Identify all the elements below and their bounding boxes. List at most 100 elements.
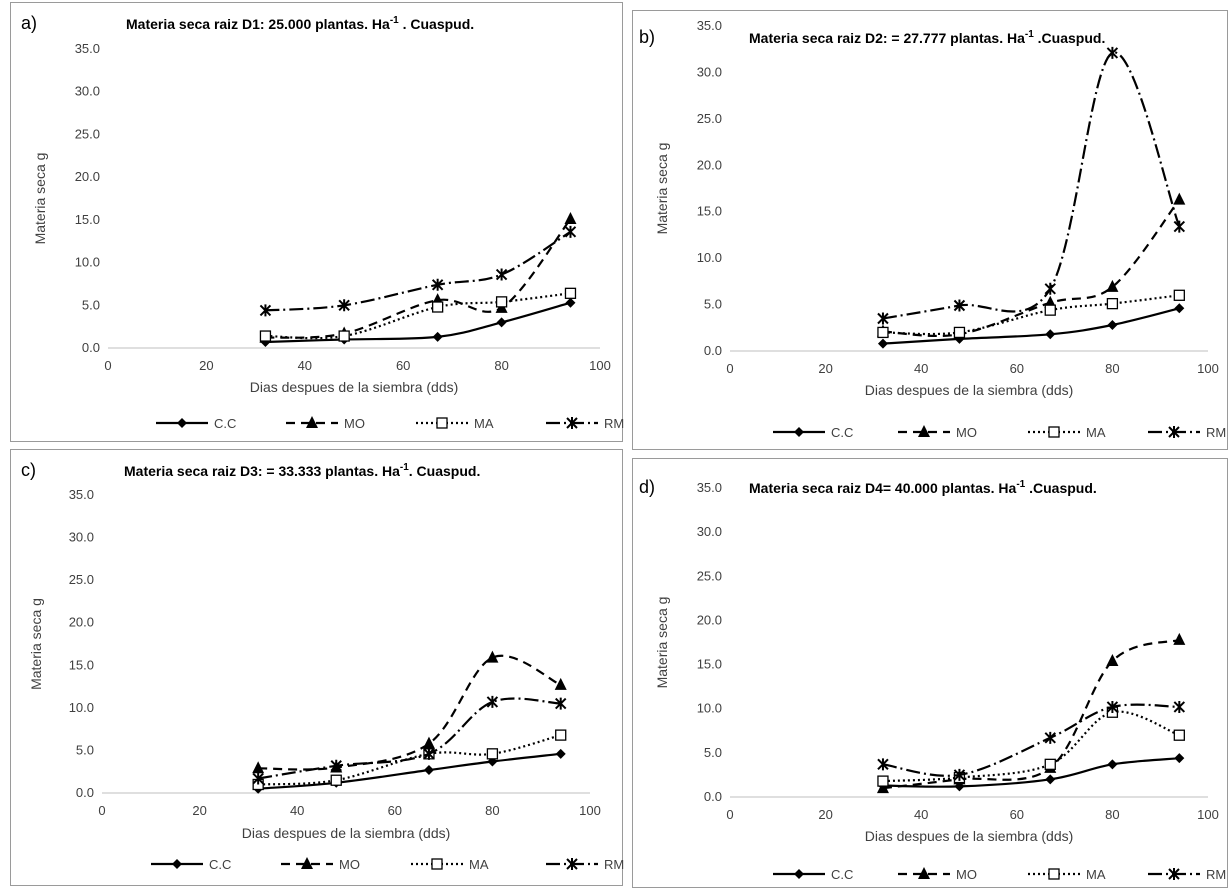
legend-entry-ma: MA bbox=[1028, 425, 1106, 440]
x-axis-label: Dias despues de la siembra (dds) bbox=[865, 382, 1074, 398]
chart-panel-a: a) Materia seca raiz D1: 25.000 plantas. … bbox=[10, 2, 624, 442]
ma-point bbox=[1173, 289, 1185, 301]
chart-title: Materia seca raiz D4= 40.000 plantas. Ha… bbox=[749, 479, 1097, 496]
cc-point bbox=[1174, 303, 1185, 314]
rm-series bbox=[259, 225, 577, 317]
x-tick-label: 60 bbox=[1010, 807, 1024, 822]
rm-point bbox=[1106, 700, 1119, 713]
rm-series bbox=[877, 46, 1186, 325]
rm-series bbox=[252, 695, 567, 785]
ma-point bbox=[259, 330, 272, 342]
chart-svg: b) Materia seca raiz D2: = 27.777 plantas… bbox=[639, 18, 1226, 440]
legend-label: MO bbox=[344, 416, 365, 431]
y-tick-label: 20.0 bbox=[697, 612, 722, 627]
legend-entry-ma: MA bbox=[1028, 867, 1106, 882]
ma-point bbox=[877, 326, 889, 339]
cc-series-line bbox=[882, 757, 1180, 788]
legend-entry-cc: C.C bbox=[773, 425, 853, 440]
rm-point bbox=[1173, 700, 1186, 713]
legend-entry-ma: MA bbox=[411, 857, 489, 872]
x-tick-label: 100 bbox=[589, 358, 611, 373]
y-tick-label: 15.0 bbox=[75, 212, 100, 227]
legend-label: MA bbox=[474, 416, 494, 431]
x-axis-label: Dias despues de la siembra (dds) bbox=[242, 825, 451, 841]
rm-point bbox=[431, 278, 444, 291]
y-tick-label: 35.0 bbox=[75, 41, 100, 56]
rm-series-line bbox=[265, 230, 572, 312]
y-tick-label: 30.0 bbox=[75, 84, 100, 99]
chart-panel-d: d) Materia seca raiz D4= 40.000 plantas. … bbox=[632, 458, 1228, 888]
chart-title: Materia seca raiz D3: = 33.333 plantas. … bbox=[124, 462, 480, 479]
rm-point bbox=[953, 768, 966, 781]
ma-point bbox=[1106, 297, 1119, 310]
legend-cc-point bbox=[172, 859, 182, 869]
x-tick-label: 0 bbox=[726, 807, 733, 822]
mo-series-line bbox=[882, 638, 1180, 790]
title-main: Materia seca raiz D2: = 27.777 plantas. … bbox=[749, 30, 1025, 46]
rm-point bbox=[1106, 46, 1119, 59]
legend-cc-point bbox=[794, 869, 804, 879]
legend-rm-point bbox=[566, 858, 578, 870]
y-tick-label: 0.0 bbox=[76, 785, 94, 800]
y-tick-label: 5.0 bbox=[704, 297, 722, 312]
legend-ma-point bbox=[1048, 426, 1060, 438]
legend-mo-point bbox=[301, 857, 313, 869]
ma-point bbox=[1173, 729, 1185, 741]
x-tick-label: 100 bbox=[1197, 361, 1219, 376]
rm-point bbox=[423, 747, 435, 760]
chart-panel-c: c) Materia seca raiz D3: = 33.333 plantas… bbox=[10, 449, 624, 886]
cc-point bbox=[432, 331, 443, 342]
legend-entry-cc: C.C bbox=[151, 857, 231, 872]
x-tick-label: 20 bbox=[818, 807, 832, 822]
rm-point bbox=[564, 225, 577, 238]
y-tick-label: 20.0 bbox=[697, 157, 722, 172]
y-axis-label: Materia seca g bbox=[654, 597, 670, 689]
rm-series-line bbox=[882, 703, 1180, 777]
x-tick-label: 20 bbox=[818, 361, 832, 376]
y-tick-label: 0.0 bbox=[704, 789, 722, 804]
y-tick-label: 10.0 bbox=[69, 700, 94, 715]
legend-ma-point bbox=[436, 417, 448, 429]
ma-series bbox=[259, 287, 577, 342]
ma-point bbox=[495, 296, 508, 308]
title-superscript: -1 bbox=[1025, 29, 1034, 40]
rm-series-line bbox=[882, 51, 1181, 320]
legend-rm-point bbox=[1168, 868, 1180, 880]
legend-label: C.C bbox=[831, 867, 853, 882]
y-tick-label: 0.0 bbox=[704, 343, 722, 358]
ma-series-line bbox=[882, 294, 1180, 336]
legend-label: RM bbox=[604, 416, 624, 431]
cc-point bbox=[1174, 753, 1185, 764]
legend-entry-rm: RM bbox=[1148, 867, 1226, 882]
ma-point bbox=[555, 729, 567, 741]
legend-label: RM bbox=[604, 857, 624, 872]
legend-label: C.C bbox=[214, 416, 236, 431]
mo-series bbox=[876, 632, 1186, 794]
legend-label: MO bbox=[339, 857, 360, 872]
chart-svg: c) Materia seca raiz D3: = 33.333 plantas… bbox=[21, 460, 624, 872]
legend-entry-rm: RM bbox=[546, 857, 624, 872]
mo-point bbox=[486, 650, 499, 663]
legend-entry-cc: C.C bbox=[773, 867, 853, 882]
legend-entry-rm: RM bbox=[546, 416, 624, 431]
chart-svg: a) Materia seca raiz D1: 25.000 plantas. … bbox=[21, 13, 624, 431]
chart-panel-b: b) Materia seca raiz D2: = 27.777 plantas… bbox=[632, 10, 1228, 450]
y-axis-label: Materia seca g bbox=[28, 598, 44, 690]
mo-point bbox=[1106, 654, 1119, 667]
legend-mo-point bbox=[918, 425, 930, 437]
title-tail: . Cuaspud. bbox=[409, 463, 481, 479]
legend-entry-ma: MA bbox=[416, 416, 494, 431]
legend-entry-mo: MO bbox=[898, 425, 977, 440]
y-tick-label: 35.0 bbox=[697, 18, 722, 33]
y-tick-label: 35.0 bbox=[697, 480, 722, 495]
legend-entry-rm: RM bbox=[1148, 425, 1226, 440]
cc-series-line bbox=[265, 301, 571, 344]
legend-label: C.C bbox=[831, 425, 853, 440]
legend-mo-point bbox=[918, 867, 930, 879]
panel-label: d) bbox=[639, 477, 655, 497]
rm-point bbox=[486, 695, 499, 708]
x-tick-label: 20 bbox=[199, 358, 213, 373]
legend-entry-cc: C.C bbox=[156, 416, 236, 431]
legend-label: MA bbox=[1086, 425, 1106, 440]
x-tick-label: 60 bbox=[396, 358, 410, 373]
